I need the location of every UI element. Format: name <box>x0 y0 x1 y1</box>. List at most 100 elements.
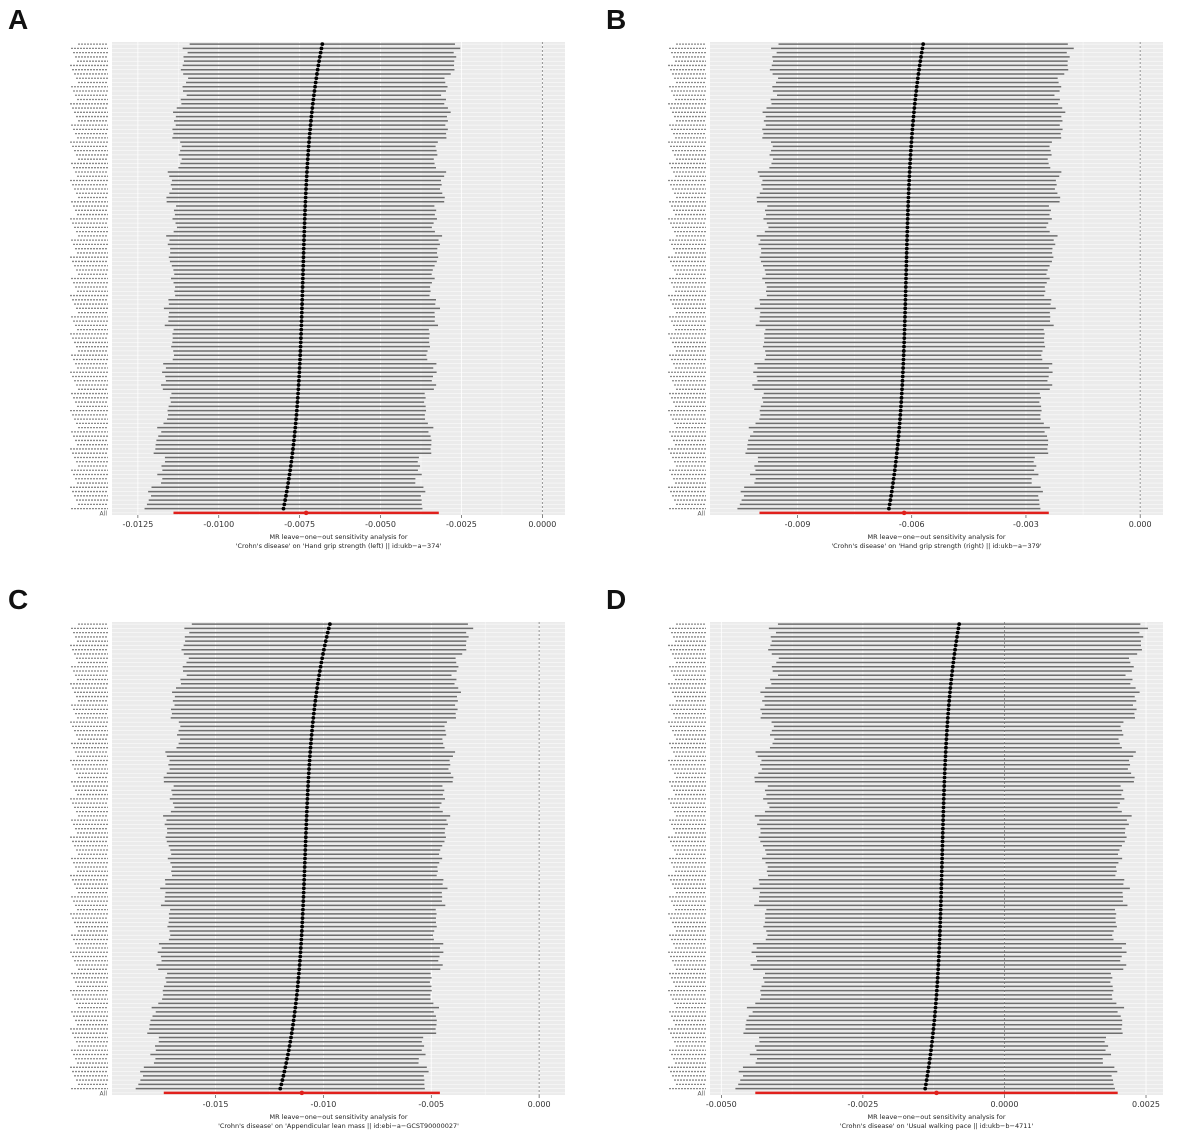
snp-estimate-point <box>905 225 910 230</box>
snp-estimate-point <box>891 481 895 485</box>
snp-estimate-point <box>287 472 292 477</box>
snp-estimate-point <box>294 997 299 1002</box>
snp-estimate-point <box>320 656 325 661</box>
snp-estimate-point <box>909 144 914 149</box>
snp-estimate-point <box>304 831 308 835</box>
snp-estimate-point <box>319 46 324 51</box>
snp-estimate-point <box>937 946 942 950</box>
snp-estimate-point <box>937 933 942 938</box>
snp-estimate-point <box>904 268 909 272</box>
snp-estimate-point <box>904 242 909 247</box>
snp-estimate-point <box>921 42 926 47</box>
snp-estimate-point <box>317 59 321 64</box>
snp-estimate-point <box>904 259 909 264</box>
snp-estimate-point <box>300 276 305 281</box>
snp-estimate-point <box>291 1018 296 1023</box>
snp-estimate-point <box>898 408 903 413</box>
snp-estimate-point <box>953 643 958 648</box>
snp-estimate-point <box>933 1010 938 1014</box>
x-tick-label: -0.0025 <box>446 520 477 529</box>
snp-estimate-point <box>889 493 893 498</box>
snp-estimate-point <box>323 639 328 644</box>
snp-estimate-point <box>903 306 908 311</box>
snp-estimate-point <box>945 728 949 733</box>
snp-estimate-point <box>300 916 305 921</box>
snp-estimate-point <box>912 106 917 110</box>
forest-plot-a: All -0.0125 -0.0100 -0.0075 -0.0050 -0.0025 0.… <box>70 42 565 550</box>
snp-estimate-point <box>299 933 304 938</box>
snp-estimate-point <box>914 84 919 89</box>
snp-estimate-point <box>902 336 907 341</box>
snp-estimate-point <box>299 319 304 324</box>
snp-estimate-point <box>902 340 907 345</box>
snp-estimate-point <box>945 720 950 725</box>
snp-estimate-point <box>307 135 312 140</box>
snp-estimate-point <box>311 93 316 98</box>
snp-estimate-point <box>296 975 301 980</box>
snp-estimate-point <box>948 681 953 686</box>
snp-estimate-point <box>943 750 948 754</box>
snp-estimate-point <box>296 391 300 396</box>
snp-estimate-point <box>903 289 908 294</box>
snp-estimate-point <box>315 72 319 76</box>
panel-letter: A <box>8 4 29 35</box>
snp-estimate-point <box>313 80 318 85</box>
snp-estimate-point <box>286 476 291 481</box>
snp-estimate-point <box>278 1086 283 1091</box>
snp-estimate-point <box>913 97 918 102</box>
snp-estimate-point <box>312 703 317 707</box>
x-axis-label-line2: 'Crohn's disease' on 'Hand grip strength… <box>831 542 1041 550</box>
snp-estimate-point <box>285 1056 290 1061</box>
snp-estimate-point <box>292 438 296 443</box>
snp-estimate-point <box>906 199 911 204</box>
snp-estimate-point <box>905 221 910 226</box>
snp-estimate-point <box>933 1001 938 1006</box>
snp-estimate-point <box>302 221 307 226</box>
snp-estimate-point <box>939 894 943 899</box>
snp-estimate-point <box>303 195 308 200</box>
snp-estimate-point <box>299 327 304 332</box>
snp-estimate-point <box>299 310 304 315</box>
snp-estimate-point <box>304 178 309 183</box>
snp-estimate-point <box>937 937 942 942</box>
snp-estimate-point <box>301 899 306 904</box>
snp-estimate-point <box>957 622 962 627</box>
snp-estimate-point <box>307 767 311 771</box>
snp-estimate-point <box>901 361 906 366</box>
snp-estimate-point <box>887 502 892 507</box>
snp-estimate-point <box>306 771 311 776</box>
snp-estimate-point <box>948 686 953 690</box>
snp-estimate-point <box>312 707 317 712</box>
snp-estimate-point <box>939 877 944 882</box>
snp-estimate-point <box>305 792 310 797</box>
snp-estimate-point <box>932 1022 936 1027</box>
snp-estimate-point <box>942 767 947 771</box>
snp-estimate-point <box>903 302 908 306</box>
snp-estimate-point <box>934 992 939 997</box>
snp-estimate-point <box>301 263 306 268</box>
snp-estimate-point <box>308 741 313 746</box>
snp-estimate-point <box>299 941 303 946</box>
snp-estimate-point <box>305 796 310 801</box>
snp-estimate-point <box>303 191 308 196</box>
snp-estimate-point <box>301 272 305 277</box>
snp-estimate-point <box>900 383 905 387</box>
snp-estimate-point <box>902 319 907 324</box>
x-tick-label: 0.0000 <box>990 1100 1018 1109</box>
snp-estimate-point <box>892 468 897 473</box>
overall-estimate-point <box>934 1090 939 1096</box>
snp-estimate-point <box>288 1039 293 1044</box>
snp-estimate-point <box>936 967 941 972</box>
snp-estimate-point <box>907 170 912 174</box>
snp-estimate-point <box>294 408 299 413</box>
snp-estimate-point <box>327 622 332 627</box>
snp-estimate-point <box>929 1044 934 1048</box>
snp-estimate-point <box>937 941 942 946</box>
snp-estimate-point <box>938 911 943 916</box>
snp-estimate-point <box>941 822 945 827</box>
snp-estimate-point <box>283 498 288 502</box>
snp-estimate-point <box>297 374 302 379</box>
snp-estimate-point <box>927 1061 932 1065</box>
x-axis-label-line2: 'Crohn's disease' on 'Hand grip strength… <box>236 542 442 550</box>
snp-estimate-point <box>905 212 910 217</box>
